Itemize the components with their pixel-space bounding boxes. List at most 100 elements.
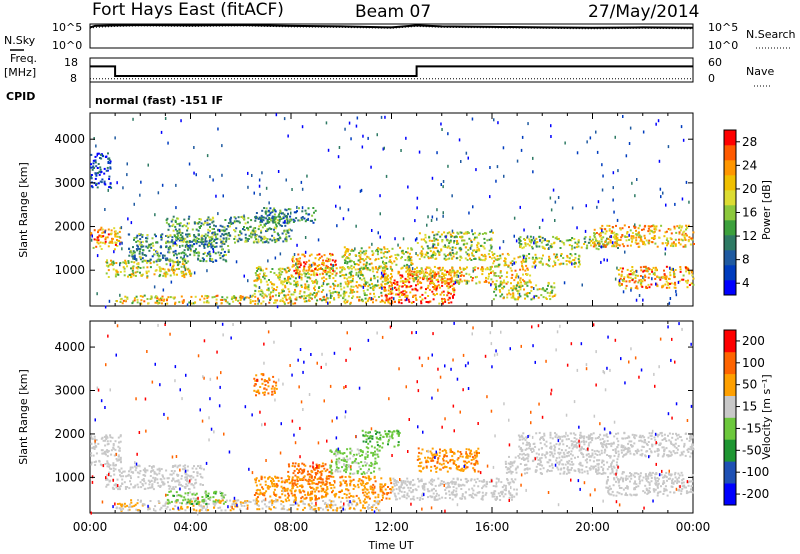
velocity-cell bbox=[332, 475, 335, 478]
power-cell bbox=[320, 290, 323, 293]
power-cell bbox=[637, 236, 640, 239]
power-cell bbox=[476, 275, 478, 278]
power-cell bbox=[212, 217, 215, 220]
power-cell bbox=[642, 270, 645, 273]
power-cell bbox=[333, 270, 336, 273]
power-cell bbox=[260, 302, 263, 305]
power-cell bbox=[688, 236, 691, 239]
power-cell bbox=[312, 261, 315, 264]
power-cell bbox=[380, 294, 383, 297]
power-cell bbox=[664, 283, 667, 286]
power-cell bbox=[150, 297, 153, 300]
power-cell bbox=[375, 299, 378, 302]
power-cell bbox=[272, 289, 275, 292]
power-cell bbox=[158, 302, 161, 304]
velocity-cell bbox=[310, 502, 313, 505]
velocity-cell bbox=[140, 499, 142, 502]
power-cell bbox=[455, 271, 458, 274]
power-cell bbox=[372, 287, 374, 290]
velocity-cell bbox=[90, 452, 93, 455]
velocity-cell bbox=[315, 488, 318, 491]
power-cell bbox=[261, 226, 264, 229]
power-cell bbox=[523, 260, 526, 263]
nsky-tick-top: 10^5 bbox=[52, 21, 82, 34]
power-cell bbox=[524, 239, 527, 241]
power-cell bbox=[360, 258, 362, 260]
power-cell bbox=[450, 235, 453, 238]
power-cell bbox=[488, 272, 490, 275]
power-cell bbox=[499, 295, 502, 298]
power-cell bbox=[134, 271, 137, 274]
power-cell bbox=[286, 231, 289, 233]
power-cell bbox=[533, 262, 536, 265]
power-cell bbox=[669, 282, 671, 285]
power-cell bbox=[140, 245, 143, 248]
velocity-cell bbox=[123, 470, 126, 473]
power-cell bbox=[266, 229, 269, 232]
power-cell bbox=[318, 287, 320, 289]
power-cell bbox=[613, 245, 615, 248]
velocity-cell bbox=[181, 507, 184, 510]
power-cell bbox=[307, 294, 310, 297]
velocity-cell bbox=[159, 478, 162, 481]
power-cell bbox=[92, 159, 95, 162]
power-cell bbox=[190, 302, 193, 305]
power-cell bbox=[415, 277, 417, 280]
velocity-cell bbox=[262, 492, 265, 495]
velocity-cell bbox=[97, 442, 100, 445]
power-cell bbox=[295, 211, 297, 214]
velocity-cell bbox=[371, 506, 374, 508]
velocity-cell bbox=[158, 467, 161, 470]
power-cell bbox=[665, 203, 667, 207]
velocity-cell bbox=[353, 507, 355, 510]
power-cell bbox=[522, 246, 525, 249]
power-cell bbox=[168, 251, 171, 254]
power-cell bbox=[444, 244, 446, 247]
power-cell bbox=[99, 180, 102, 183]
power-cell bbox=[541, 218, 544, 222]
power-cell bbox=[210, 245, 213, 248]
power-cell bbox=[459, 268, 462, 271]
power-cell bbox=[620, 236, 623, 239]
power-cell bbox=[153, 273, 156, 276]
power-cell bbox=[221, 248, 223, 251]
power-cell bbox=[440, 233, 443, 236]
velocity-cell bbox=[313, 508, 316, 511]
power-cell bbox=[246, 237, 249, 240]
power-cell bbox=[332, 291, 335, 294]
power-cell bbox=[385, 174, 388, 178]
power-cell bbox=[601, 229, 603, 233]
power-cell bbox=[483, 255, 486, 257]
power-cell bbox=[333, 297, 335, 300]
power-cell bbox=[343, 277, 346, 280]
power-cell bbox=[399, 274, 402, 277]
power-cell bbox=[661, 275, 664, 278]
power-cell bbox=[257, 267, 260, 270]
power-cell bbox=[515, 287, 518, 290]
power-cell bbox=[531, 257, 534, 260]
power-cell bbox=[174, 241, 176, 245]
power-cell bbox=[507, 253, 510, 256]
power-cell bbox=[484, 268, 487, 271]
power-cell bbox=[628, 142, 631, 145]
power-cell bbox=[437, 272, 440, 275]
power-cell bbox=[172, 241, 175, 244]
power-cell bbox=[679, 270, 682, 273]
power-cell bbox=[275, 216, 278, 219]
velocity-cell bbox=[342, 505, 345, 508]
power-cell bbox=[657, 119, 660, 123]
power-cell bbox=[506, 296, 509, 299]
velocity-cell bbox=[339, 506, 342, 509]
power-cell bbox=[340, 288, 343, 291]
power-cell bbox=[693, 243, 695, 245]
power-cell bbox=[309, 292, 312, 295]
power-cell bbox=[620, 275, 623, 278]
velocity-cell bbox=[375, 508, 378, 511]
power-cell bbox=[195, 228, 198, 231]
power-cell bbox=[346, 262, 349, 265]
power-cell bbox=[436, 250, 439, 253]
power-cell bbox=[327, 282, 330, 285]
power-cell bbox=[356, 290, 359, 293]
velocity-cell bbox=[311, 490, 314, 493]
power-cell bbox=[253, 240, 256, 243]
